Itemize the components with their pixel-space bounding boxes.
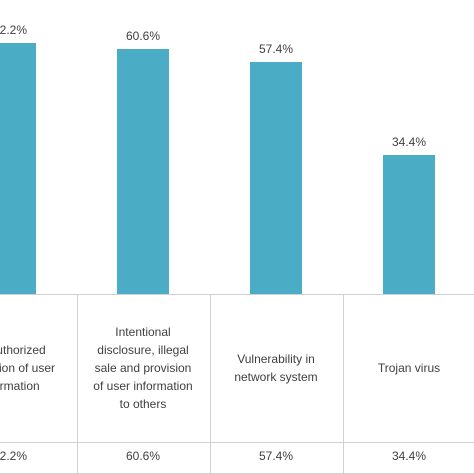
bar [383, 155, 435, 294]
table-line [343, 294, 344, 474]
bar [250, 62, 302, 294]
table-line [210, 294, 211, 474]
category-label: Vulnerability in network system [234, 352, 318, 384]
table-line [77, 294, 78, 474]
axis-line [0, 294, 474, 295]
bar [117, 49, 169, 294]
table-value: 62.2% [0, 449, 28, 463]
bar [0, 42, 36, 294]
category-label: Trojan virus [377, 361, 441, 375]
table-line [0, 442, 474, 443]
table-value: 57.4% [258, 449, 294, 463]
category-label: Intentional disclosure, illegal sale and… [93, 325, 193, 411]
table-value: 34.4% [391, 449, 427, 463]
data-label: 34.4% [391, 135, 427, 150]
table-value: 60.6% [125, 449, 161, 463]
data-label: 57.4% [258, 42, 294, 57]
data-label: 60.6% [125, 29, 161, 44]
category-label: Unauthorized collection of user informat… [0, 343, 56, 393]
data-label: 62.2% [0, 22, 28, 37]
